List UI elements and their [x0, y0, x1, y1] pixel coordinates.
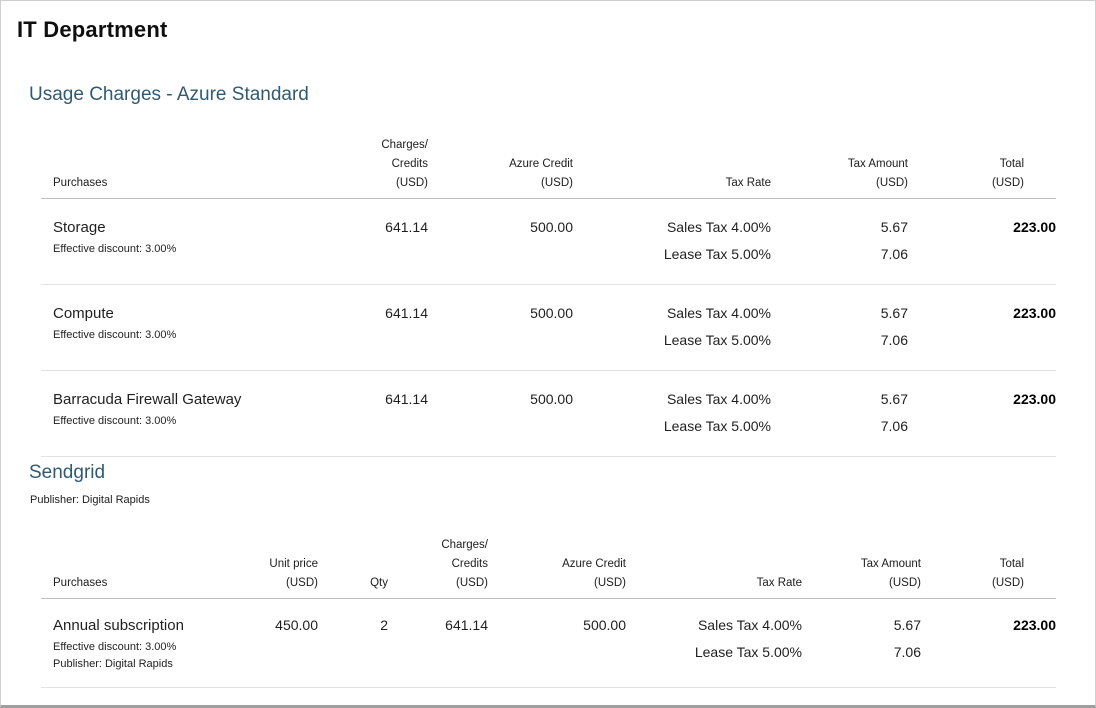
tax-amount-line: 7.06 [880, 332, 908, 348]
column-header-unit-price: Unit price (USD) [201, 536, 318, 599]
total-value: 223.00 [908, 370, 1056, 457]
charges-credits-value: 641.14 [288, 370, 428, 457]
tax-amount-line: 5.67 [893, 617, 921, 633]
tax-rate-line: Lease Tax 5.00% [694, 644, 802, 660]
tax-amount-line: 5.67 [880, 305, 908, 321]
table-row-annual-subscription: Annual subscription Effective discount: … [41, 598, 1056, 688]
tax-amount-line: 7.06 [880, 246, 908, 262]
azure-credit-value: 500.00 [428, 198, 573, 285]
purchase-cell: Storage Effective discount: 3.00% [41, 198, 288, 285]
tax-rate-cell: Sales Tax 4.00% Lease Tax 5.00% [573, 284, 771, 371]
sendgrid-charges-table-header: Purchases Unit price (USD) Qty Charges/ … [41, 536, 1056, 599]
total-value: 223.00 [908, 284, 1056, 371]
column-header-purchases: Purchases [41, 536, 201, 599]
effective-discount-label: Effective discount: 3.00% [53, 415, 177, 427]
tax-amount-cell: 5.67 7.06 [771, 284, 908, 371]
tax-amount-cell: 5.67 7.06 [771, 370, 908, 457]
table-row-storage: Storage Effective discount: 3.00% 641.14… [41, 198, 1056, 285]
tax-rate-line: Sales Tax 4.00% [666, 391, 771, 407]
purchase-cell: Compute Effective discount: 3.00% [41, 284, 288, 371]
table-row-compute: Compute Effective discount: 3.00% 641.14… [41, 284, 1056, 371]
tax-rate-line: Sales Tax 4.00% [666, 305, 771, 321]
tax-amount-cell: 5.67 7.06 [771, 198, 908, 285]
page-title: IT Department [17, 17, 168, 42]
column-header-tax-rate: Tax Rate [626, 536, 802, 599]
usage-charges-table-header: Purchases Charges/ Credits (USD) Azure C… [41, 136, 1056, 199]
unit-price-value: 450.00 [201, 598, 318, 688]
column-header-azure-credit: Azure Credit (USD) [488, 536, 626, 599]
tax-rate-cell: Sales Tax 4.00% Lease Tax 5.00% [626, 598, 802, 688]
purchase-name: Annual subscription [53, 617, 184, 634]
effective-discount-label: Effective discount: 3.00% [53, 329, 177, 341]
azure-credit-value: 500.00 [488, 598, 626, 688]
publisher-label: Publisher: Digital Rapids [53, 658, 173, 670]
column-header-tax-amount: Tax Amount (USD) [771, 136, 908, 199]
effective-discount-label: Effective discount: 3.00% [53, 243, 177, 255]
qty-value: 2 [318, 598, 388, 688]
tax-rate-line: Sales Tax 4.00% [666, 219, 771, 235]
section-heading-azure-standard: Usage Charges - Azure Standard [29, 84, 309, 105]
effective-discount-label: Effective discount: 3.00% [53, 641, 177, 653]
azure-credit-value: 500.00 [428, 370, 573, 457]
purchase-cell: Barracuda Firewall Gateway Effective dis… [41, 370, 288, 457]
azure-credit-value: 500.00 [428, 284, 573, 371]
section-heading-sendgrid: Sendgrid [29, 462, 106, 483]
total-value: 223.00 [908, 198, 1056, 285]
tax-amount-line: 5.67 [880, 391, 908, 407]
tax-amount-line: 7.06 [880, 418, 908, 434]
purchase-name: Barracuda Firewall Gateway [53, 391, 242, 408]
charges-credits-value: 641.14 [288, 284, 428, 371]
purchase-name: Storage [53, 219, 106, 236]
column-header-total: Total (USD) [921, 536, 1056, 599]
tax-rate-cell: Sales Tax 4.00% Lease Tax 5.00% [573, 370, 771, 457]
sendgrid-charges-table: Purchases Unit price (USD) Qty Charges/ … [41, 536, 1056, 688]
tax-amount-line: 7.06 [893, 644, 921, 660]
tax-rate-line: Sales Tax 4.00% [697, 617, 802, 633]
charges-credits-value: 641.14 [388, 598, 488, 688]
column-header-purchases: Purchases [41, 136, 288, 199]
column-header-tax-rate: Tax Rate [573, 136, 771, 199]
tax-rate-line: Lease Tax 5.00% [663, 332, 771, 348]
total-value: 223.00 [921, 598, 1056, 688]
tax-rate-line: Lease Tax 5.00% [663, 246, 771, 262]
usage-charges-table: Purchases Charges/ Credits (USD) Azure C… [41, 136, 1056, 457]
purchase-cell: Annual subscription Effective discount: … [41, 598, 201, 688]
publisher-label: Publisher: Digital Rapids [30, 494, 150, 506]
tax-amount-line: 5.67 [880, 219, 908, 235]
column-header-total: Total (USD) [908, 136, 1056, 199]
column-header-charges-credits: Charges/ Credits (USD) [288, 136, 428, 199]
tax-rate-cell: Sales Tax 4.00% Lease Tax 5.00% [573, 198, 771, 285]
table-row-barracuda-firewall-gateway: Barracuda Firewall Gateway Effective dis… [41, 370, 1056, 457]
column-header-charges-credits: Charges/ Credits (USD) [388, 536, 488, 599]
tax-amount-cell: 5.67 7.06 [802, 598, 921, 688]
tax-rate-line: Lease Tax 5.00% [663, 418, 771, 434]
charges-credits-value: 641.14 [288, 198, 428, 285]
column-header-tax-amount: Tax Amount (USD) [802, 536, 921, 599]
column-header-qty: Qty [318, 536, 388, 599]
column-header-azure-credit: Azure Credit (USD) [428, 136, 573, 199]
purchase-name: Compute [53, 305, 114, 322]
